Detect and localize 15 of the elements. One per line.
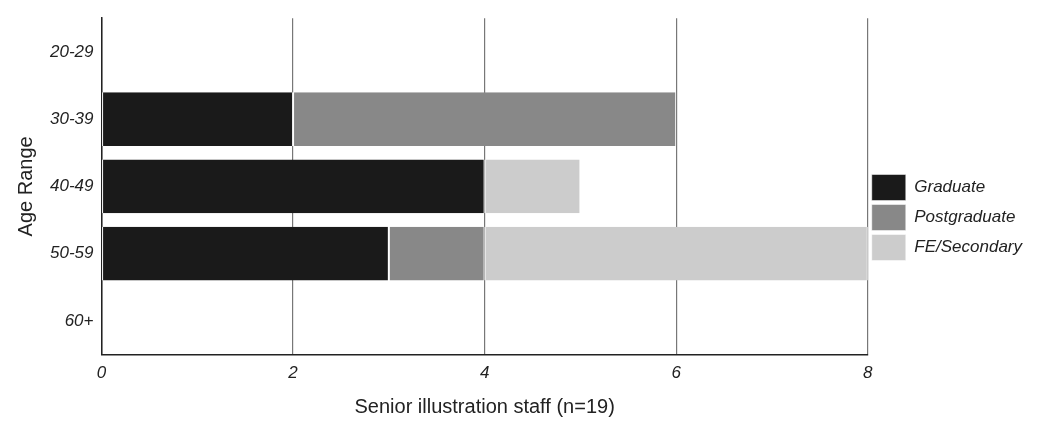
y-tick-label: 30-39: [50, 108, 95, 128]
x-tick-label: 4: [479, 362, 490, 382]
y-tick-label: 60+: [64, 310, 94, 330]
y-tick-label: 20-29: [49, 41, 95, 61]
x-tick-label: 2: [287, 362, 299, 382]
y-axis-title: Age Range: [13, 136, 36, 237]
x-tick-label: 0: [96, 362, 107, 382]
x-tick-label: 8: [863, 362, 874, 382]
x-tick-label: 6: [671, 362, 682, 382]
legend-label: Graduate: [914, 177, 986, 197]
legend-label: FE/Secondary: [914, 237, 1024, 257]
x-axis-title: Senior illustration staff (n=19): [354, 394, 615, 417]
y-tick-label: 40-49: [50, 176, 95, 196]
y-tick-label: 50-59: [50, 243, 95, 263]
legend-label: Postgraduate: [914, 207, 1016, 227]
